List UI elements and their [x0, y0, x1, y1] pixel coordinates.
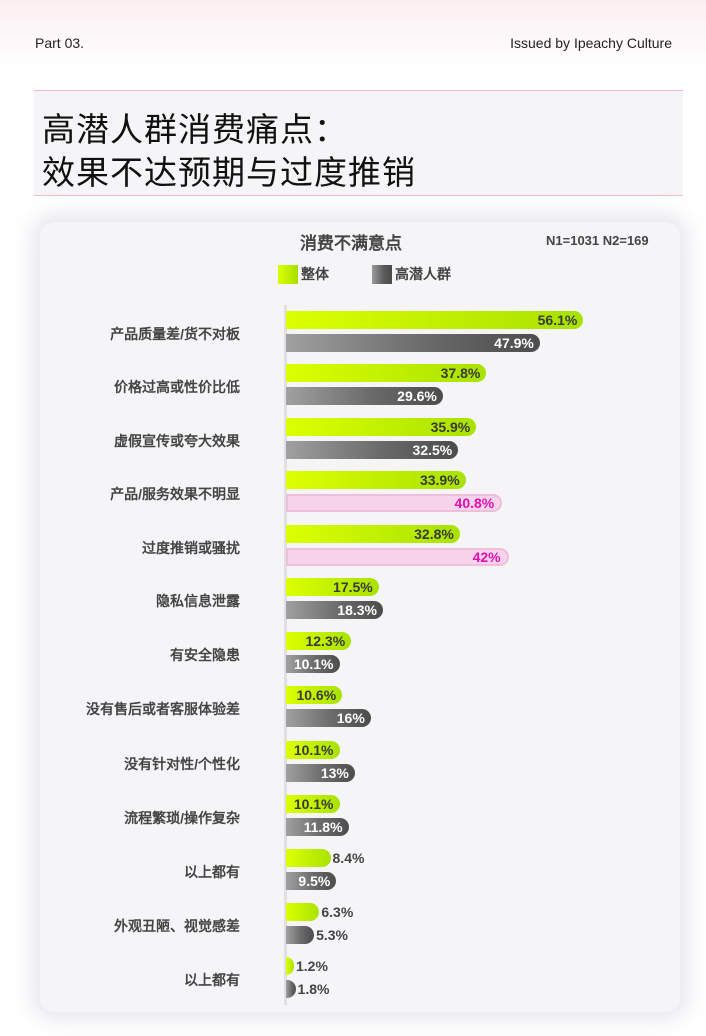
legend-label: 整体: [301, 266, 329, 282]
value-label: 37.8%: [440, 365, 481, 381]
category-label: 产品质量差/货不对板: [110, 326, 240, 342]
bar-high-potential: 9.5%: [286, 872, 337, 890]
bar-overall: 10.1%: [286, 741, 340, 759]
bar-overall: 56.1%: [286, 311, 584, 329]
value-label: 1.2%: [296, 958, 328, 974]
bar-overall: 37.8%: [286, 364, 487, 382]
part-label: Part 03.: [35, 35, 85, 51]
value-label: 40.8%: [454, 495, 495, 511]
bar-overall: 35.9%: [286, 418, 477, 436]
value-label: 33.9%: [419, 472, 460, 488]
chart-row: 产品/服务效果不明显 33.9% 40.8%: [0, 471, 706, 521]
legend-label: 高潜人群: [395, 266, 451, 282]
category-label: 价格过高或性价比低: [114, 379, 240, 395]
title-line-1: 高潜人群消费痛点：: [42, 111, 348, 148]
bar-high-potential: 11.8%: [286, 818, 349, 836]
page-title: 高潜人群消费痛点： 效果不达预期与过度推销: [34, 90, 683, 196]
chart-row: 价格过高或性价比低 37.8% 29.6%: [0, 364, 706, 414]
issuer-label: Issued by Ipeachy Culture: [510, 35, 672, 51]
value-label: 11.8%: [303, 819, 343, 835]
title-line-2: 效果不达预期与过度推销: [42, 154, 416, 191]
category-label: 有安全隐患: [170, 647, 240, 663]
bar-high-potential: 18.3%: [286, 601, 383, 619]
bar-overall: 32.8%: [286, 525, 460, 543]
bar-overall: 6.3%: [286, 903, 353, 921]
category-label: 虚假宣传或夸大效果: [114, 433, 240, 449]
category-label: 没有售后或者客服体验差: [86, 701, 240, 717]
bar-overall: 10.6%: [286, 686, 343, 704]
value-label: 17.5%: [333, 579, 373, 595]
category-label: 隐私信息泄露: [156, 593, 240, 609]
chart-row: 过度推销或骚扰 32.8% 42%: [0, 525, 706, 575]
value-label: 10.1%: [293, 742, 334, 758]
bar-overall: 33.9%: [286, 471, 466, 489]
value-label: 16%: [336, 710, 365, 726]
chart-row: 以上都有 1.2% 1.8%: [0, 957, 706, 1007]
bar-high-potential: 1.8%: [286, 980, 329, 998]
legend-item-overall: 整体: [278, 264, 329, 284]
category-label: 以上都有: [184, 864, 240, 880]
category-label: 以上都有: [184, 972, 240, 988]
value-label: 47.9%: [494, 335, 534, 351]
value-label: 12.3%: [305, 633, 346, 649]
bar-high-potential: 32.5%: [286, 441, 459, 459]
legend-item-high-potential: 高潜人群: [372, 264, 451, 284]
y-axis-line: [284, 305, 287, 1005]
chart-row: 隐私信息泄露 17.5% 18.3%: [0, 578, 706, 628]
category-label: 过度推销或骚扰: [142, 540, 240, 556]
value-label: 18.3%: [337, 602, 377, 618]
bar-high-potential: 42%: [286, 548, 509, 566]
bar-high-potential: 29.6%: [286, 387, 443, 405]
bar-high-potential: 47.9%: [286, 334, 540, 352]
value-label: 5.3%: [316, 927, 348, 943]
value-label: 9.5%: [298, 873, 331, 889]
bar-overall: 10.1%: [286, 795, 340, 813]
chart-title: 消费不满意点: [300, 234, 402, 253]
category-label: 产品/服务效果不明显: [110, 486, 240, 502]
chart-row: 以上都有 8.4% 9.5%: [0, 849, 706, 899]
category-label: 没有针对性/个性化: [124, 756, 240, 772]
bar-overall: 8.4%: [286, 849, 364, 867]
value-label: 32.8%: [414, 526, 454, 542]
chart-row: 产品质量差/货不对板 56.1% 47.9%: [0, 311, 706, 361]
value-label: 10.6%: [296, 687, 337, 703]
bar-overall: 17.5%: [286, 578, 379, 596]
legend-swatch-green: [278, 264, 298, 284]
legend-swatch-gray: [372, 264, 392, 284]
value-label: 8.4%: [332, 850, 365, 866]
chart-row: 没有针对性/个性化 10.1% 13%: [0, 741, 706, 791]
value-label: 6.3%: [321, 904, 354, 920]
chart-row: 流程繁琐/操作复杂 10.1% 11.8%: [0, 795, 706, 845]
bar-high-potential: 40.8%: [286, 494, 503, 512]
sample-size-note: N1=1031 N2=169: [546, 233, 649, 248]
chart-row: 有安全隐患 12.3% 10.1%: [0, 632, 706, 682]
value-label: 10.1%: [293, 796, 334, 812]
value-label: 29.6%: [397, 388, 437, 404]
bar-high-potential: 16%: [286, 709, 371, 727]
bar-high-potential: 10.1%: [286, 655, 340, 673]
category-label: 外观丑陋、视觉感差: [114, 918, 240, 934]
value-label: 13%: [320, 765, 349, 781]
category-label: 流程繁琐/操作复杂: [124, 810, 240, 826]
chart-row: 虚假宣传或夸大效果 35.9% 32.5%: [0, 418, 706, 468]
chart-row: 没有售后或者客服体验差 10.6% 16%: [0, 686, 706, 736]
bar-overall: 12.3%: [286, 632, 352, 650]
value-label: 35.9%: [430, 419, 471, 435]
chart-row: 外观丑陋、视觉感差 6.3% 5.3%: [0, 903, 706, 953]
value-label: 1.8%: [297, 981, 330, 997]
bar-high-potential: 13%: [286, 764, 355, 782]
bar-overall: 1.2%: [286, 957, 328, 975]
value-label: 56.1%: [537, 312, 578, 328]
value-label: 42%: [472, 549, 501, 565]
value-label: 10.1%: [293, 656, 334, 672]
bar-high-potential: 5.3%: [286, 926, 348, 944]
value-label: 32.5%: [412, 442, 453, 458]
